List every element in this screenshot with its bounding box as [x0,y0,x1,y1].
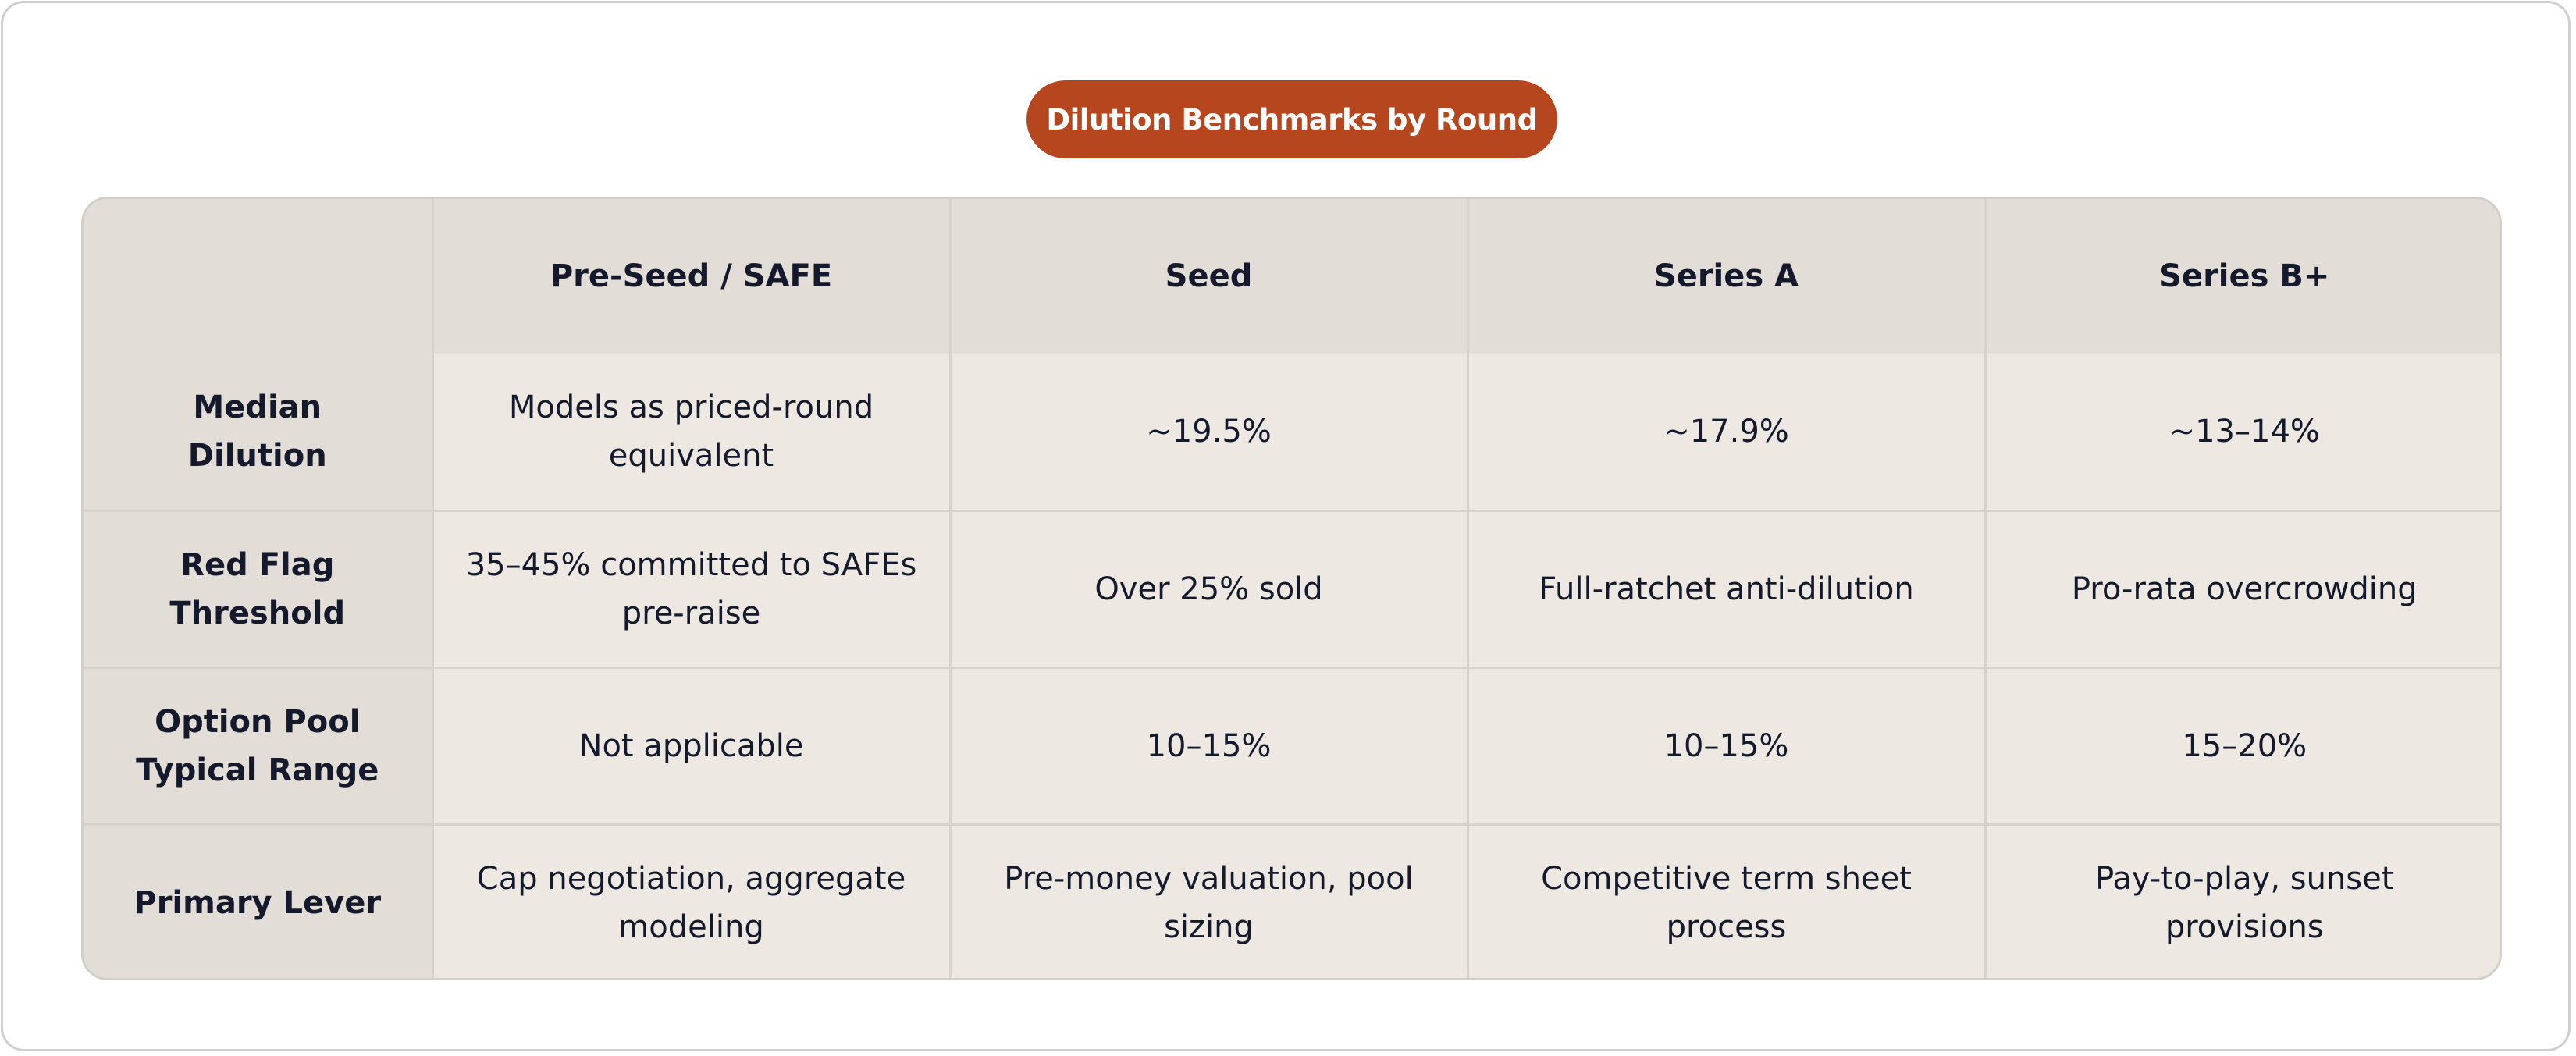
table-row: Red Flag Threshold 35–45% committed to S… [84,509,2500,669]
table-row: Median Dilution Models as priced-round e… [84,354,2500,512]
corner-cell [84,199,434,354]
row-header-option-pool: Option Pool Typical Range [84,666,434,826]
table-title: Dilution Benchmarks by Round [1026,80,1557,158]
table-cell: Models as priced-round equivalent [431,354,952,512]
column-header-series-a: Series A [1466,199,1987,354]
row-header-median-dilution: Median Dilution [84,354,434,512]
table-cell: ~13–14% [1984,354,2500,512]
table-cell: Competitive term sheet process [1466,823,1987,978]
table-cell: Not applicable [431,666,952,826]
benchmark-table: Pre-Seed / SAFE Seed Series A Series B+ … [84,199,2500,978]
table-cell: Full-ratchet anti-dilution [1466,509,1987,669]
table-cell: 35–45% committed to SAFEs pre-raise [431,509,952,669]
table-cell: Pre-money valuation, pool sizing [948,823,1469,978]
column-header-seed: Seed [948,199,1469,354]
table-cell: Cap negotiation, aggregate modeling [431,823,952,978]
table-row: Primary Lever Cap negotiation, aggregate… [84,823,2500,978]
table-cell: ~17.9% [1466,354,1987,512]
column-header-series-b: Series B+ [1984,199,2500,354]
table-row: Option Pool Typical Range Not applicable… [84,666,2500,826]
table-cell: Over 25% sold [948,509,1469,669]
table-cell: Pay-to-play, sunset provisions [1984,823,2500,978]
row-header-primary-lever: Primary Lever [84,823,434,978]
table-cell: 15–20% [1984,666,2500,826]
table-cell: 10–15% [1466,666,1987,826]
benchmark-table-container: Pre-Seed / SAFE Seed Series A Series B+ … [81,197,2502,980]
table-cell: Pro-rata overcrowding [1984,509,2500,669]
table-cell: 10–15% [948,666,1469,826]
row-header-red-flag-threshold: Red Flag Threshold [84,509,434,669]
header-row: Pre-Seed / SAFE Seed Series A Series B+ [84,199,2500,354]
table-cell: ~19.5% [948,354,1469,512]
column-header-pre-seed: Pre-Seed / SAFE [431,199,952,354]
